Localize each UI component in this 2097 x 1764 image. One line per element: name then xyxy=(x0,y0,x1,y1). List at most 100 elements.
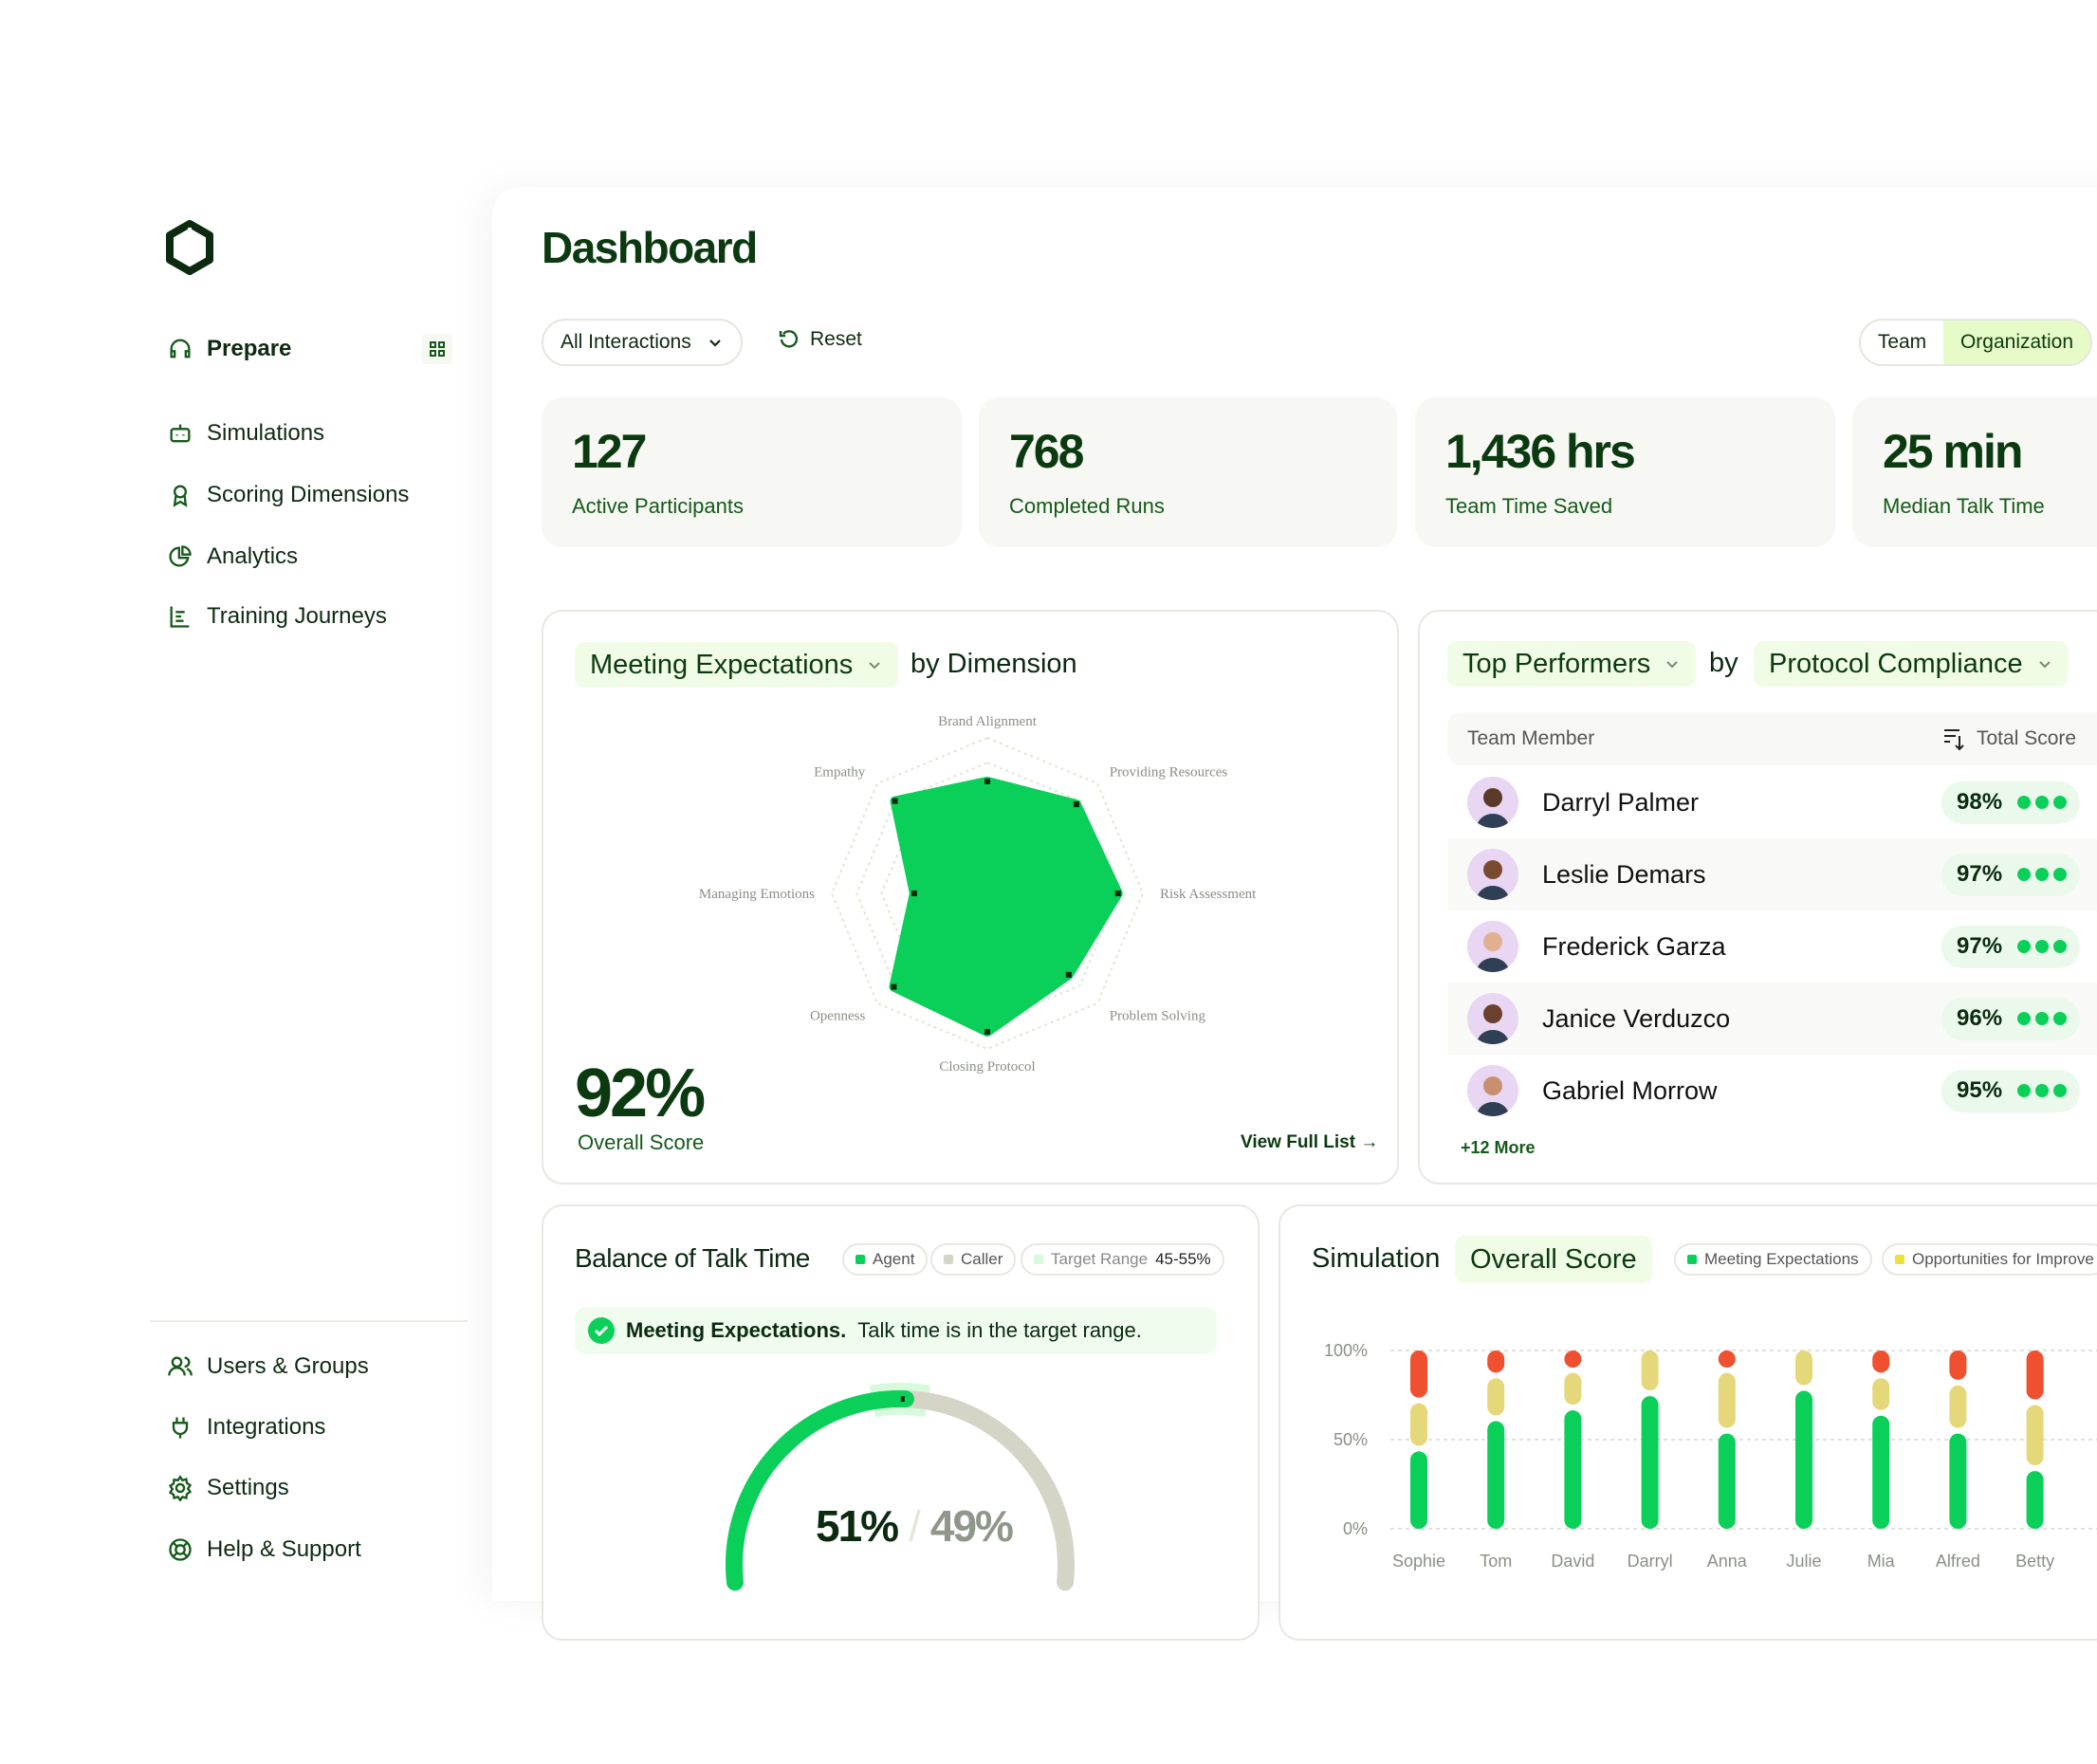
radar-point-6 xyxy=(911,891,917,896)
stat-card: 1,436 hrs Team Time Saved xyxy=(1415,397,1835,547)
sidebar-item-settings[interactable]: Settings xyxy=(167,1469,289,1507)
toggle-organization[interactable]: Organization xyxy=(1943,321,2090,364)
chevron-down-icon xyxy=(1666,661,1678,669)
talk-gauge xyxy=(726,1383,1075,1591)
y-tick-label: 100% xyxy=(1324,1341,1368,1360)
sidebar-item-analytics[interactable]: Analytics xyxy=(167,538,298,576)
chevron-down-icon xyxy=(869,662,880,670)
hexagon-logo[interactable] xyxy=(165,220,214,275)
table-row[interactable]: Darryl Palmer 98% xyxy=(1447,766,2097,838)
performers-selector[interactable]: Top Performers xyxy=(1447,641,1697,687)
radar-axis-label: Risk Assessment xyxy=(1160,887,1257,902)
chevron-down-icon xyxy=(2038,661,2051,669)
radar-point-7 xyxy=(892,798,898,804)
metric-selector[interactable]: Protocol Compliance xyxy=(1754,641,2069,687)
score-value: 97% xyxy=(1957,861,2003,887)
radar-point-1 xyxy=(1073,801,1079,808)
bar-david-segment-1 xyxy=(1564,1372,1582,1406)
avatar xyxy=(1467,921,1518,972)
banner-status: Meeting Expectations. xyxy=(626,1318,847,1342)
bar-sophie-segment-2 xyxy=(1410,1351,1427,1398)
stat-value: 127 xyxy=(572,425,647,478)
grid-icon[interactable] xyxy=(422,334,452,364)
bar-mia-segment-0 xyxy=(1872,1415,1890,1529)
reset-button[interactable]: Reset xyxy=(778,328,862,351)
sidebar-item-simulations[interactable]: Simulations xyxy=(167,414,324,452)
talk-time-card xyxy=(542,1204,1260,1641)
sidebar-item-integrations[interactable]: Integrations xyxy=(167,1408,325,1446)
bar-alfred-segment-1 xyxy=(1949,1385,1967,1428)
x-tick-label: Julie xyxy=(1786,1552,1821,1571)
sidebar-item-label: Scoring Dimensions xyxy=(207,482,410,507)
legend-label: Meeting Expectations xyxy=(1704,1250,1859,1268)
caller-value: 49% xyxy=(929,1501,1014,1551)
table-row[interactable]: Janice Verduzco 96% xyxy=(1447,983,2097,1055)
x-tick-label: Alfred xyxy=(1936,1552,1980,1571)
radar-axis-label: Providing Resources xyxy=(1110,764,1228,780)
table-header: Team Member Total Score xyxy=(1447,712,2097,765)
radar-point-0 xyxy=(984,778,990,784)
column-total-score[interactable]: Total Score xyxy=(1977,727,2077,749)
y-tick-label: 50% xyxy=(1334,1430,1368,1449)
avatar xyxy=(1467,849,1518,900)
simulation-selector[interactable]: Overall Score xyxy=(1455,1236,1652,1283)
filter-label: All Interactions xyxy=(561,331,691,353)
legend-label: Target Range xyxy=(1051,1250,1149,1268)
radar-area xyxy=(889,776,1123,1037)
legend-agent: Agent xyxy=(842,1243,929,1276)
radar-axis-label: Brand Alignment xyxy=(938,714,1038,729)
radar-point-2 xyxy=(1114,891,1121,896)
stat-label: Completed Runs xyxy=(1009,494,1165,518)
score-dots xyxy=(2017,1084,2068,1097)
legend-meeting: Meeting Expectations xyxy=(1674,1243,1872,1276)
sidebar-item-label: Help & Support xyxy=(207,1536,361,1562)
agent-value: 51% xyxy=(816,1501,899,1551)
score-badge: 98% xyxy=(1941,781,2080,824)
avatar xyxy=(1467,1065,1518,1116)
bar-mia-segment-1 xyxy=(1872,1378,1890,1410)
expectation-selector[interactable]: Meeting Expectations xyxy=(575,642,899,688)
separator: / xyxy=(909,1501,921,1551)
toggle-team[interactable]: Team xyxy=(1877,331,1927,353)
page-title: Dashboard xyxy=(542,223,758,272)
sidebar-item-help-support[interactable]: Help & Support xyxy=(167,1531,361,1569)
view-full-list-link[interactable]: View Full List → xyxy=(1241,1132,1379,1152)
legend-label: Agent xyxy=(873,1250,915,1268)
bar-sophie-segment-1 xyxy=(1410,1403,1427,1446)
radar-axis-label: Closing Protocol xyxy=(939,1059,1035,1075)
radar-axis-label: Empathy xyxy=(814,764,866,780)
sidebar-item-scoring-dimensions[interactable]: Scoring Dimensions xyxy=(167,476,409,514)
stat-label: Median Talk Time xyxy=(1883,494,2045,518)
sidebar-item-prepare[interactable]: Prepare xyxy=(167,330,291,368)
bar-mia-segment-2 xyxy=(1872,1351,1890,1373)
bar-betty-segment-0 xyxy=(2026,1471,2044,1529)
sidebar-item-users-groups[interactable]: Users & Groups xyxy=(167,1348,369,1386)
legend-label: Opportunities for Improve xyxy=(1912,1250,2094,1268)
bar-darryl-segment-1 xyxy=(1641,1351,1659,1391)
dimension-suffix: by Dimension xyxy=(911,649,1077,679)
sidebar-item-label: Settings xyxy=(207,1475,289,1500)
score-badge: 95% xyxy=(1941,1069,2080,1112)
sidebar-item-label: Prepare xyxy=(207,336,292,361)
plug-icon xyxy=(172,1417,189,1439)
stat-card: 25 min Median Talk Time xyxy=(1852,397,2097,547)
agent-arc xyxy=(726,1390,914,1591)
table-row[interactable]: Frederick Garza 97% xyxy=(1447,910,2097,983)
legend-caller: Caller xyxy=(930,1243,1017,1276)
radar-point-5 xyxy=(891,983,897,990)
bar-anna-segment-0 xyxy=(1718,1433,1736,1529)
bar-sophie-segment-0 xyxy=(1410,1451,1427,1529)
x-tick-label: Darryl xyxy=(1628,1552,1673,1571)
score-value: 95% xyxy=(1957,1077,2003,1103)
table-row[interactable]: Gabriel Morrow 95% xyxy=(1447,1055,2097,1127)
interactions-filter-dropdown[interactable]: All Interactions xyxy=(542,319,743,366)
stat-value: 25 min xyxy=(1883,425,2023,478)
stat-value: 768 xyxy=(1009,425,1084,478)
table-row[interactable]: Leslie Demars 97% xyxy=(1447,838,2097,910)
stat-label: Active Participants xyxy=(572,494,744,518)
sort-icon[interactable] xyxy=(1942,726,1965,751)
more-link[interactable]: +12 More xyxy=(1461,1138,1536,1157)
sidebar-item-training-journeys[interactable]: Training Journeys xyxy=(167,597,387,635)
radar-axis-label: Problem Solving xyxy=(1110,1009,1206,1024)
score-value: 96% xyxy=(1957,1005,2003,1031)
